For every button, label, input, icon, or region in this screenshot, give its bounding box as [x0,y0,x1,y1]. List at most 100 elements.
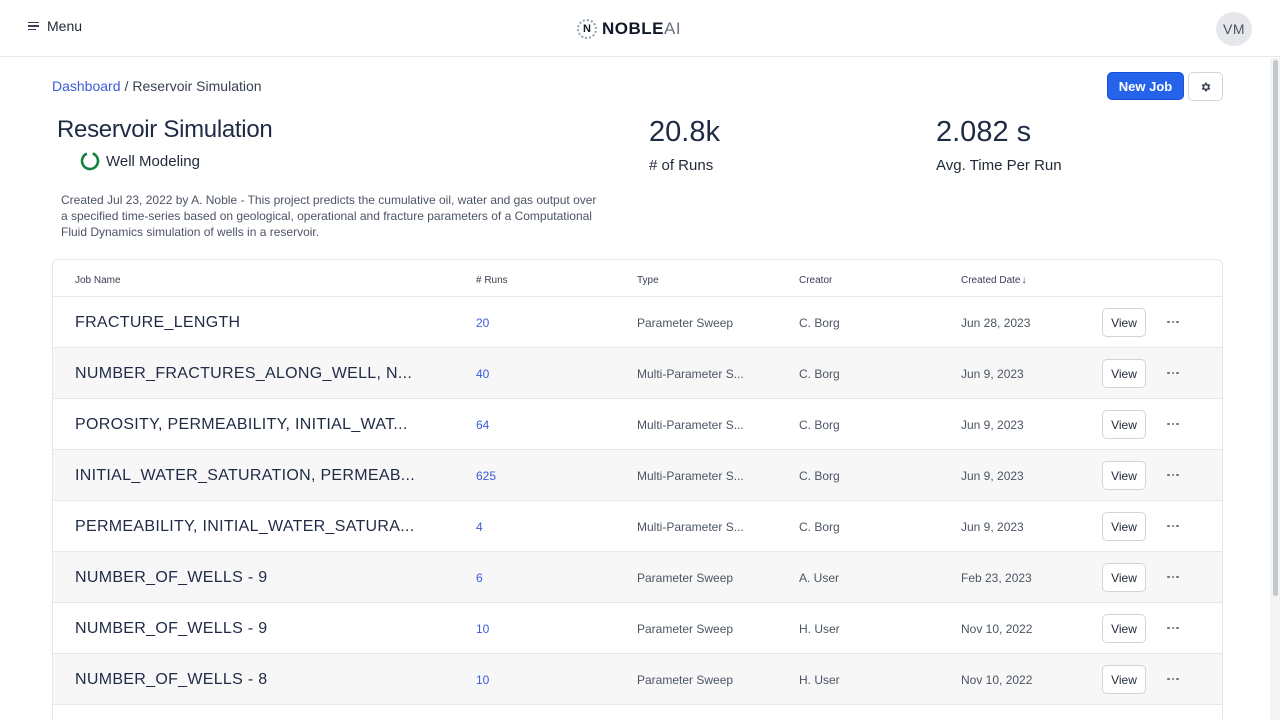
view-button[interactable]: View [1102,512,1146,541]
job-name-cell: NUMBER_OF_WELLS - 9 [75,619,268,637]
header-runs[interactable]: # Runs [476,275,508,286]
new-job-button[interactable]: New Job [1107,72,1184,100]
created-date-cell: Jun 9, 2023 [961,519,1024,534]
creator-cell: C. Borg [799,417,840,432]
job-name-cell: INITIAL_WATER_SATURATION, PERMEAB... [75,466,416,484]
job-name-cell: PERMEABILITY, INITIAL_WATER_SATURA... [75,517,415,535]
table-row[interactable]: NUMBER_OF_WELLS - 8 10 Parameter Sweep H. U… [53,654,1222,705]
created-date-cell: Feb 23, 2023 [961,570,1032,585]
page-title: Reservoir Simulation [57,116,273,143]
creator-cell: H. User [799,672,840,687]
job-type-cell: Parameter Sweep [637,621,734,636]
runs-count-link[interactable]: 40 [476,366,490,381]
job-type-cell: Parameter Sweep [637,672,734,687]
noble-ai-logo[interactable]: N NOBLEAI [577,17,681,41]
header-job-name[interactable]: Job Name [75,275,121,286]
stat-runs-label: # of Runs [649,157,714,174]
view-button[interactable]: View [1102,359,1146,388]
more-options-icon[interactable] [1162,415,1184,433]
runs-count-link[interactable]: 64 [476,417,490,432]
creator-cell: H. User [799,621,840,636]
breadcrumb-dashboard-link[interactable]: Dashboard [52,78,121,94]
top-bar: Menu N NOBLEAI VM [0,0,1280,57]
hamburger-icon [28,21,39,31]
job-name-cell: FRACTURE_LENGTH [75,313,241,331]
created-date-cell: Nov 10, 2022 [961,672,1033,687]
table-row[interactable]: INITIAL_WATER_SATURATION, PERMEAB... 625 M… [53,450,1222,501]
runs-count-link[interactable]: 625 [476,468,497,483]
job-name-cell: POROSITY, PERMEABILITY, INITIAL_WAT... [75,415,408,433]
breadcrumb-separator: / [124,78,129,94]
creator-cell: C. Borg [799,519,840,534]
created-date-cell: Nov 10, 2022 [961,621,1033,636]
header-creator[interactable]: Creator [799,275,833,286]
runs-count-link[interactable]: 20 [476,315,490,330]
view-button[interactable]: View [1102,461,1146,490]
logo-word-light: AI [664,19,682,38]
stat-avg-time-label: Avg. Time Per Run [936,157,1062,174]
table-header: Job Name # Runs Type Creator Created Dat… [53,260,1222,297]
stat-avg-time-value: 2.082 s [936,116,1032,148]
more-options-icon[interactable] [1162,619,1184,637]
logo-wordmark: NOBLEAI [602,19,681,39]
sort-down-arrow-icon[interactable]: ↓ [1021,275,1027,286]
more-options-icon[interactable] [1162,466,1184,484]
creator-cell: C. Borg [799,468,840,483]
job-type-cell: Multi-Parameter S... [637,519,744,534]
runs-count-link[interactable]: 10 [476,621,490,636]
table-row[interactable]: POROSITY, PERMEABILITY, INITIAL_WAT... 64… [53,399,1222,450]
project-category: Well Modeling [80,151,200,171]
project-description: Created Jul 23, 2022 by A. Noble - This … [61,193,597,239]
stat-avg-time: 2.082 s Avg. Time Per Run [936,116,1062,174]
created-date-cell: Jun 9, 2023 [961,366,1024,381]
creator-cell: A. User [799,570,840,585]
header-created-date[interactable]: Created Date↓ [961,275,1026,286]
runs-count-link[interactable]: 6 [476,570,483,585]
job-type-cell: Multi-Parameter S... [637,366,744,381]
table-row[interactable]: PERMEABILITY, INITIAL_WATER_SATURA... 4 Mu… [53,501,1222,552]
breadcrumb: Dashboard / Reservoir Simulation [52,78,262,94]
page-scrollbar[interactable] [1270,58,1280,720]
settings-button[interactable] [1188,72,1223,101]
view-button[interactable]: View [1102,308,1146,337]
menu-label: Menu [47,18,83,34]
header-created-date-label: Created Date [961,275,1021,286]
more-options-icon[interactable] [1162,517,1184,535]
created-date-cell: Jun 9, 2023 [961,468,1024,483]
job-type-cell: Parameter Sweep [637,315,734,330]
view-button[interactable]: View [1102,614,1146,643]
job-name-cell: NUMBER_OF_WELLS - 8 [75,670,268,688]
logo-mark-icon: N [577,19,597,39]
view-button[interactable]: View [1102,665,1146,694]
table-row[interactable]: FRACTURE_LENGTH 20 Parameter Sweep C. Borg J… [53,297,1222,348]
job-type-cell: Multi-Parameter S... [637,417,744,432]
menu-button[interactable]: Menu [28,18,82,34]
stat-runs-value: 20.8k [649,116,720,148]
table-row[interactable]: NUMBER_OF_WELLS - 9 6 Parameter Sweep A. Us… [53,552,1222,603]
user-avatar[interactable]: VM [1216,12,1252,46]
job-name-cell: NUMBER_OF_WELLS - 9 [75,568,268,586]
table-row[interactable]: NUMBER_FRACTURES_ALONG_WELL, N... 40 Multi… [53,348,1222,399]
view-button[interactable]: View [1102,563,1146,592]
project-category-label: Well Modeling [106,152,200,170]
job-type-cell: Parameter Sweep [637,570,734,585]
more-options-icon[interactable] [1162,568,1184,586]
scrollbar-thumb[interactable] [1273,60,1278,596]
logo-word-bold: NOBLE [602,19,664,38]
jobs-table: Job Name # Runs Type Creator Created Dat… [52,259,1223,720]
creator-cell: C. Borg [799,366,840,381]
more-options-icon[interactable] [1162,670,1184,688]
view-button[interactable]: View [1102,410,1146,439]
created-date-cell: Jun 28, 2023 [961,315,1031,330]
stat-runs: 20.8k # of Runs [649,116,720,174]
runs-count-link[interactable]: 4 [476,519,483,534]
runs-count-link[interactable]: 10 [476,672,490,687]
more-options-icon[interactable] [1162,364,1184,382]
created-date-cell: Jun 9, 2023 [961,417,1024,432]
table-row[interactable]: NUMBER_OF_WELLS - 9 10 Parameter Sweep H. U… [53,603,1222,654]
job-name-cell: NUMBER_FRACTURES_ALONG_WELL, N... [75,364,413,382]
more-options-icon[interactable] [1162,313,1184,331]
gear-icon [1201,82,1210,91]
progress-ring-icon [80,151,100,171]
header-type[interactable]: Type [637,275,659,286]
